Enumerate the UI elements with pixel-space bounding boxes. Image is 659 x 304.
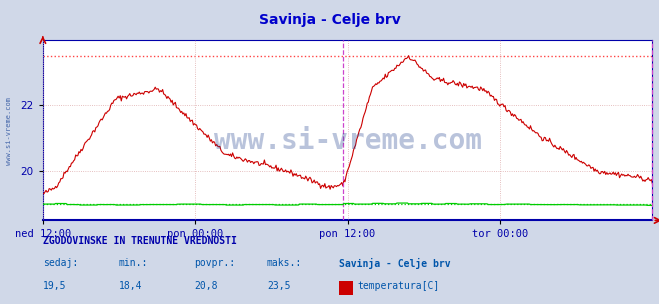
Text: temperatura[C]: temperatura[C] bbox=[358, 281, 440, 291]
Text: 19,5: 19,5 bbox=[43, 281, 67, 291]
Text: 20,8: 20,8 bbox=[194, 281, 218, 291]
Text: 18,4: 18,4 bbox=[119, 281, 142, 291]
Text: ZGODOVINSKE IN TRENUTNE VREDNOSTI: ZGODOVINSKE IN TRENUTNE VREDNOSTI bbox=[43, 236, 237, 246]
Text: www.si-vreme.com: www.si-vreme.com bbox=[214, 127, 482, 155]
Text: Savinja - Celje brv: Savinja - Celje brv bbox=[258, 13, 401, 27]
Text: min.:: min.: bbox=[119, 258, 148, 268]
Text: povpr.:: povpr.: bbox=[194, 258, 235, 268]
Text: maks.:: maks.: bbox=[267, 258, 302, 268]
Text: 23,5: 23,5 bbox=[267, 281, 291, 291]
Text: sedaj:: sedaj: bbox=[43, 258, 78, 268]
Text: Savinja - Celje brv: Savinja - Celje brv bbox=[339, 258, 451, 269]
Text: www.si-vreme.com: www.si-vreme.com bbox=[5, 97, 12, 165]
